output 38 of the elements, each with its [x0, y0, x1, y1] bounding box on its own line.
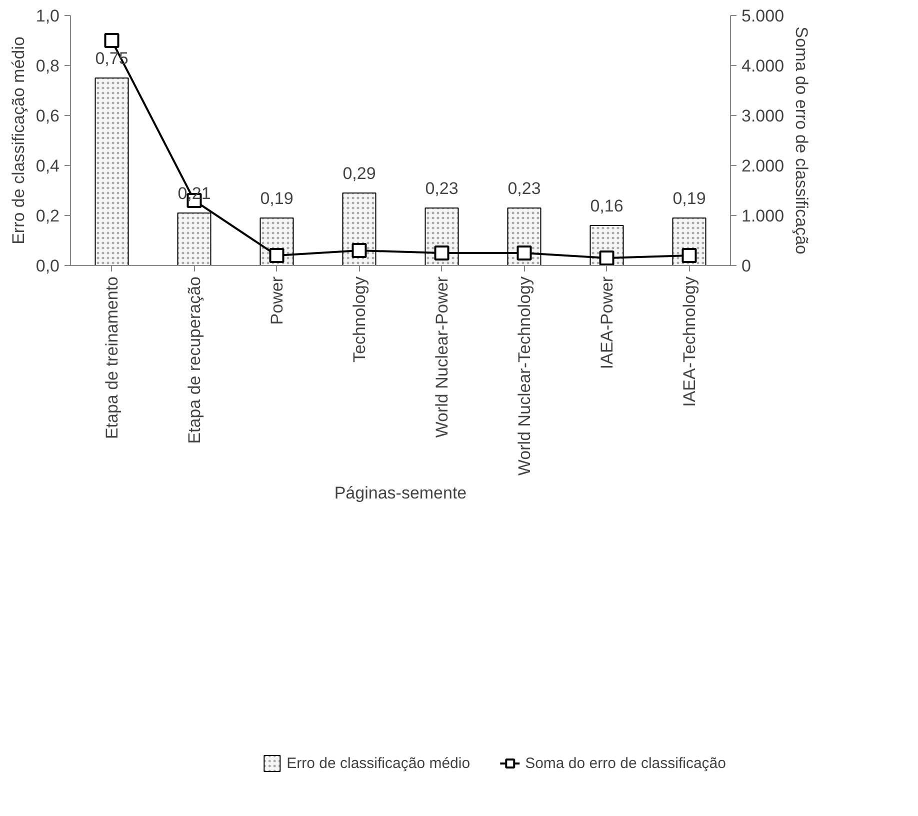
y2-axis-title: Soma do erro de classificação — [792, 26, 812, 254]
x-tick-label: Etapa de treinamento — [102, 276, 122, 440]
y-tick-label: 0,2 — [36, 206, 60, 226]
y2-tick-label: 0 — [742, 256, 751, 276]
x-axis-title: Páginas-semente — [334, 484, 467, 503]
legend-label: Soma do erro de classificação — [525, 754, 726, 772]
legend-label: Erro de classificação médio — [286, 754, 470, 772]
data-label: 0,19 — [260, 189, 294, 208]
y-tick-label: 1,0 — [36, 6, 60, 26]
y-tick-label: 0,4 — [36, 156, 60, 176]
y2-tick-label: 1.000 — [742, 206, 784, 226]
y2-tick-label: 2.000 — [742, 156, 784, 176]
data-label: 0,23 — [508, 179, 541, 198]
x-tick-label: IAEA-Technology — [680, 276, 699, 407]
data-label: 0,19 — [672, 189, 706, 208]
point — [269, 248, 284, 263]
point — [104, 33, 120, 48]
point — [434, 246, 450, 260]
x-tick-label: Etapa de recuperação — [184, 276, 204, 444]
y-axis-title: Erro de classificação médio — [8, 36, 28, 244]
data-label: 0,16 — [590, 196, 624, 216]
point — [599, 250, 614, 266]
point — [682, 248, 697, 263]
data-label: 0,29 — [342, 164, 376, 183]
y2-tick-label: 3.000 — [742, 106, 784, 126]
point — [352, 243, 367, 258]
y-tick-label: 0,8 — [36, 56, 60, 76]
x-tick-label: World Nuclear-Technology — [514, 276, 534, 476]
x-tick-label: World Nuclear-Power — [432, 276, 452, 438]
data-label: 0,23 — [425, 179, 458, 198]
y-tick-label: 0,6 — [36, 106, 60, 126]
y-tick-label: 0,0 — [36, 256, 60, 276]
x-tick-label: Power — [267, 276, 286, 325]
y2-tick-label: 5.000 — [742, 6, 784, 26]
point — [516, 246, 532, 260]
y2-tick-label: 4.000 — [742, 56, 784, 76]
x-tick-label: Technology — [350, 276, 369, 363]
x-tick-label: IAEA-Power — [597, 276, 616, 370]
